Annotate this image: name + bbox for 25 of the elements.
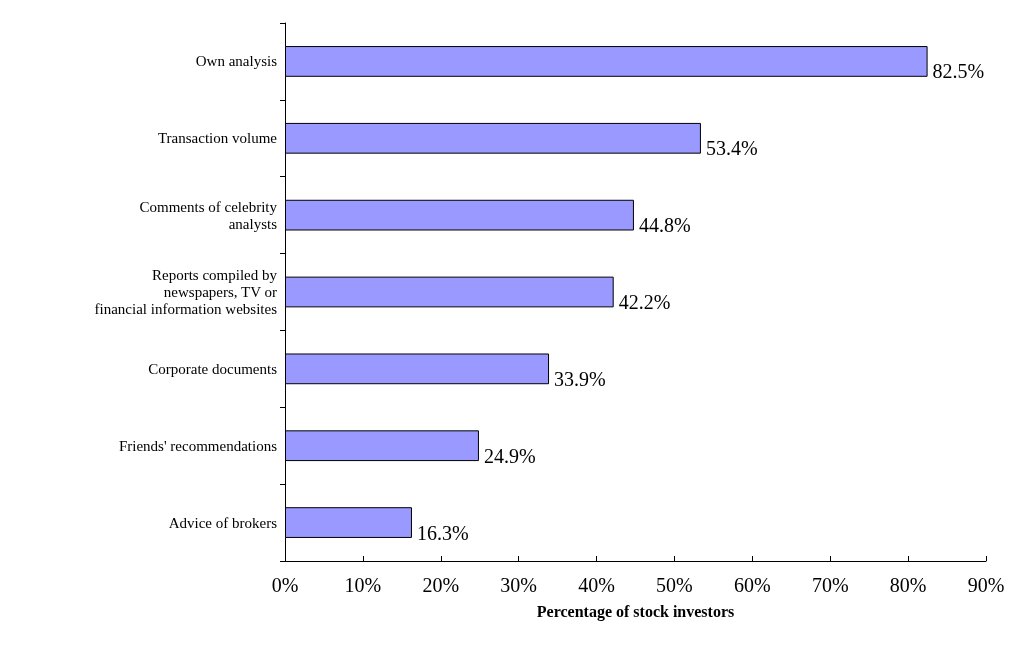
y-tick-label: Advice of brokers bbox=[168, 514, 278, 531]
y-tick-label: Transaction volume bbox=[157, 130, 278, 147]
data-label: 42.2% bbox=[618, 291, 671, 313]
y-tick-label: Corporate documents bbox=[148, 360, 278, 377]
x-tick-label: 0% bbox=[271, 574, 299, 596]
x-axis-title: Percentage of stock investors bbox=[536, 602, 735, 621]
y-tick-label: Friends' recommendations bbox=[118, 437, 278, 454]
data-label: 24.9% bbox=[483, 444, 536, 467]
x-tick-label: 20% bbox=[422, 574, 460, 596]
x-tick-label: 40% bbox=[578, 574, 615, 596]
x-tick-label: 60% bbox=[734, 574, 771, 596]
y-tick-label: Comments of celebrity analysts bbox=[139, 198, 278, 232]
x-tick-label: 90% bbox=[967, 574, 1005, 596]
data-label: 16.3% bbox=[416, 521, 469, 544]
x-tick-label: 50% bbox=[656, 574, 693, 596]
data-label: 82.5% bbox=[932, 60, 985, 83]
data-label: 53.4% bbox=[705, 137, 758, 160]
x-tick-label: 30% bbox=[500, 574, 537, 596]
data-label: 33.9% bbox=[554, 367, 606, 390]
x-tick-label: 10% bbox=[344, 574, 382, 596]
y-tick-label: Reports compiled by newspapers, TV or financial information websites bbox=[94, 267, 278, 317]
data-label: 44.8% bbox=[638, 214, 691, 237]
x-tick-label: 70% bbox=[811, 574, 849, 596]
y-tick-label: Own analysis bbox=[195, 53, 278, 70]
x-tick-label: 80% bbox=[889, 574, 927, 596]
